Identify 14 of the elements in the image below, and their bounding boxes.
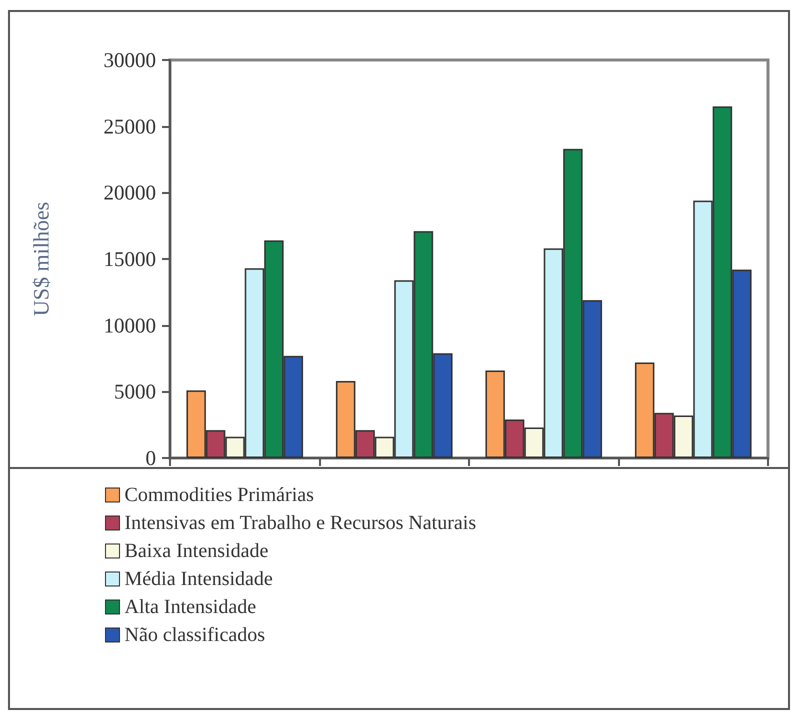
legend-label: Média Intensidade bbox=[124, 568, 273, 590]
y-tick-label: 5000 bbox=[114, 380, 156, 404]
y-tick-label: 0 bbox=[146, 446, 156, 470]
y-tick-label: 20000 bbox=[104, 180, 156, 205]
y-tick-label: 15000 bbox=[104, 247, 156, 271]
y-tick-label: 30000 bbox=[104, 48, 156, 72]
legend-label: Baixa Intensidade bbox=[124, 540, 268, 562]
legend-label: Commodities Primárias bbox=[124, 484, 314, 506]
legend-label: Não classificados bbox=[124, 624, 266, 646]
y-tick-label: 25000 bbox=[104, 114, 156, 138]
y-tick-label: 10000 bbox=[104, 313, 156, 338]
legend-label: Intensivas em Trabalho e Recursos Naturais bbox=[124, 512, 476, 534]
y-axis-title: US$ milhões bbox=[28, 202, 54, 316]
legend-label: Alta Intensidade bbox=[124, 596, 256, 618]
